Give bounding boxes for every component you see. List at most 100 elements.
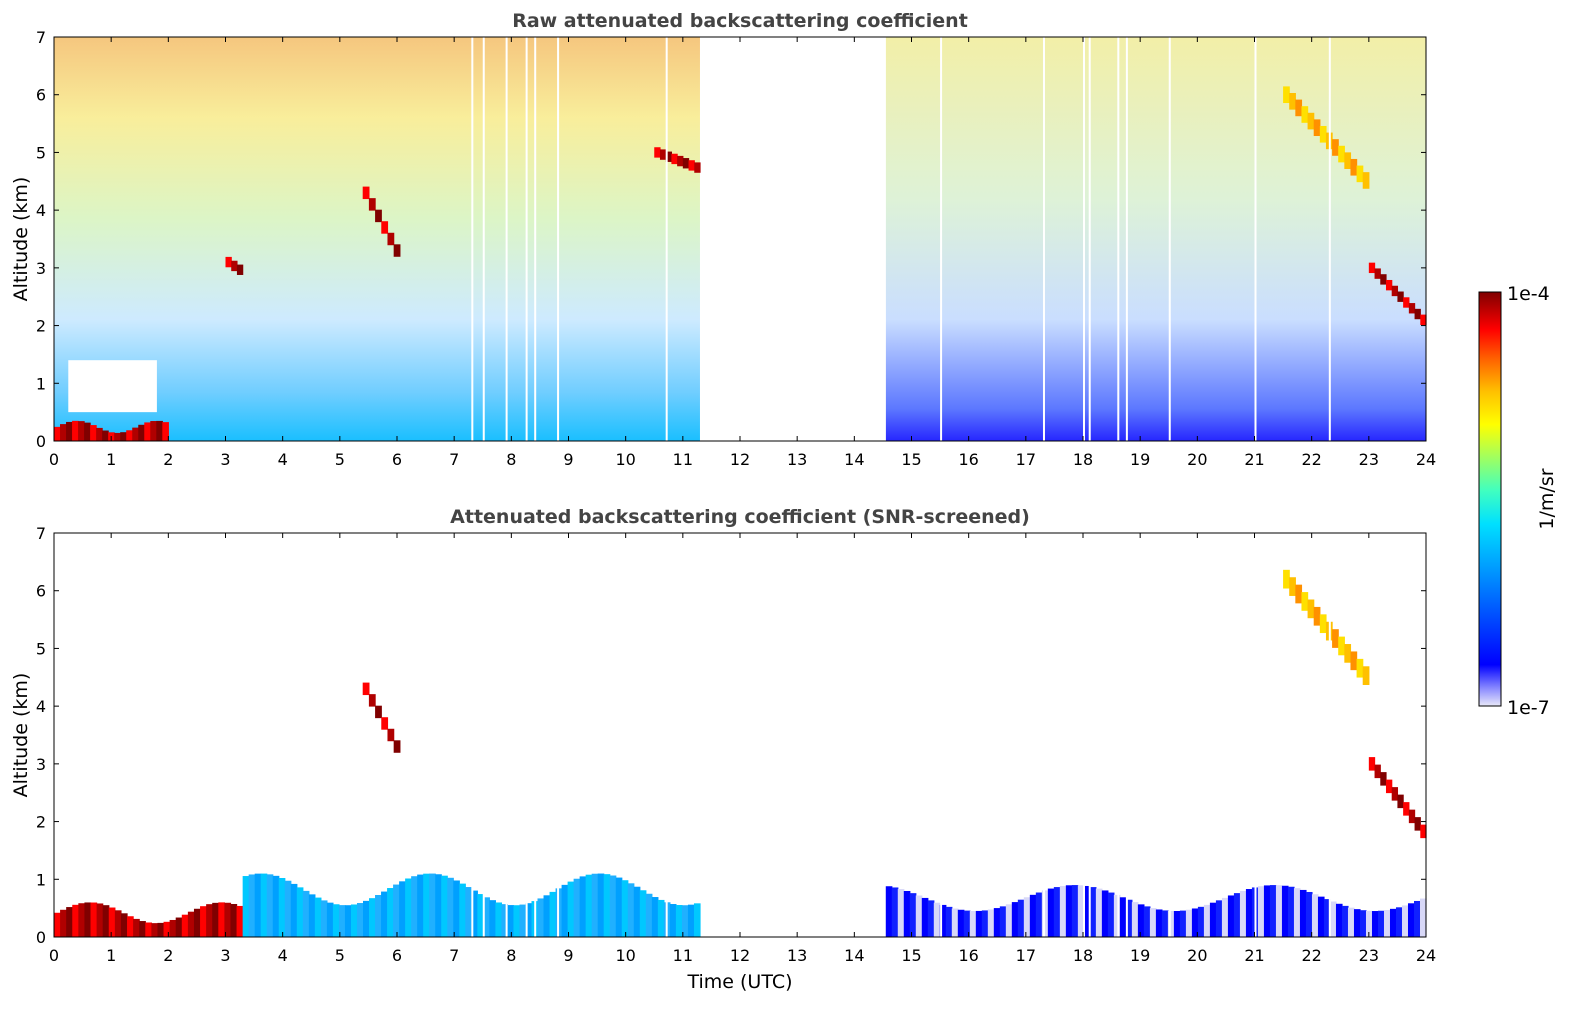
- feature-cell: [163, 921, 171, 937]
- feature-cell: [1338, 145, 1345, 163]
- y-tick-label: 2: [36, 813, 46, 832]
- feature-cell: [477, 894, 484, 937]
- feature-cell: [1335, 903, 1343, 937]
- missing-profile-stripe: [471, 533, 474, 937]
- feature-cell: [657, 899, 665, 937]
- feature-cell: [102, 905, 110, 937]
- feature-cell: [296, 887, 304, 937]
- x-tick-label: 1: [106, 450, 116, 469]
- feature-cell: [411, 876, 418, 937]
- feature-cell: [963, 910, 971, 937]
- missing-profile-stripe: [1088, 37, 1091, 441]
- x-tick-label: 8: [506, 450, 516, 469]
- feature-cell: [369, 898, 376, 937]
- feature-cell: [1311, 894, 1319, 937]
- feature-cell: [1344, 644, 1352, 663]
- feature-cell: [597, 873, 605, 937]
- feature-cell: [1419, 898, 1427, 937]
- missing-profile-stripe: [1168, 37, 1171, 441]
- feature-cell: [519, 904, 527, 937]
- feature-cell: [1385, 779, 1393, 794]
- feature-cell: [1313, 119, 1321, 137]
- feature-cell: [206, 904, 213, 937]
- y-tick-label: 3: [36, 259, 46, 278]
- feature-cell: [1362, 666, 1370, 685]
- x-tick-label: 7: [449, 450, 459, 469]
- x-tick-label: 24: [1416, 450, 1436, 469]
- feature-cell: [688, 160, 695, 171]
- feature-cell: [1083, 885, 1091, 937]
- feature-cell: [1368, 262, 1376, 274]
- feature-cell: [903, 890, 911, 937]
- feature-cell: [375, 895, 382, 937]
- feature-cell: [375, 705, 382, 719]
- missing-profile-stripe: [1088, 533, 1091, 937]
- feature-cell: [621, 880, 629, 937]
- feature-5: [1283, 569, 1370, 685]
- feature-cell: [435, 874, 442, 937]
- feature-cell: [694, 162, 701, 173]
- feature-cell: [1359, 910, 1367, 937]
- feature-cell: [1029, 894, 1037, 937]
- feature-cell: [1356, 658, 1364, 678]
- feature-cell: [1047, 888, 1055, 937]
- feature-cell: [1374, 268, 1381, 279]
- feature-cell: [1401, 905, 1409, 937]
- feature-cell: [320, 900, 328, 937]
- y-tick-label: 7: [36, 28, 46, 47]
- feature-cell: [693, 903, 701, 937]
- feature-cell: [1017, 899, 1025, 937]
- feature-cell: [1173, 910, 1181, 937]
- feature-cell: [302, 890, 310, 937]
- x-tick-label: 2: [163, 450, 173, 469]
- feature-cell: [1041, 890, 1049, 937]
- feature-cell: [381, 717, 389, 730]
- feature-cell: [1113, 894, 1121, 937]
- missing-profile-stripe: [1254, 37, 1257, 441]
- feature-cell: [489, 900, 496, 937]
- feature-cell: [1374, 764, 1381, 779]
- missing-profile-stripe: [1083, 533, 1085, 937]
- feature-cell: [54, 426, 61, 441]
- feature-cell: [1095, 888, 1103, 937]
- missing-profile-stripe: [525, 37, 528, 441]
- feature-cell: [60, 909, 67, 937]
- feature-cell: [1185, 909, 1193, 937]
- missing-profile-stripe: [1042, 37, 1045, 441]
- feature-cell: [1137, 904, 1145, 937]
- y-tick-label: 6: [36, 582, 46, 601]
- x-tick-label: 20: [1187, 946, 1207, 965]
- x-tick-label: 0: [49, 946, 59, 965]
- feature-cell: [1414, 817, 1421, 831]
- missing-profile-stripe: [1083, 37, 1085, 441]
- raw-panel: Raw attenuated backscattering coefficien…: [10, 10, 1436, 469]
- feature-cell: [60, 424, 67, 441]
- feature-cell: [513, 905, 521, 937]
- y-tick-label: 1: [36, 870, 46, 889]
- x-tick-label: 3: [220, 946, 230, 965]
- feature-cell: [537, 898, 545, 937]
- feature-cell: [224, 902, 232, 937]
- feature-cell: [429, 873, 436, 937]
- feature-cell: [72, 904, 79, 937]
- y-tick-label: 0: [36, 928, 46, 947]
- feature-cell: [66, 907, 73, 937]
- feature-cell: [681, 905, 689, 937]
- feature-cell: [987, 909, 995, 937]
- feature-cell: [225, 256, 232, 268]
- feature-cell: [665, 151, 672, 162]
- feature-cell: [114, 910, 122, 937]
- x-tick-label: 12: [730, 946, 750, 965]
- feature-cell: [1203, 904, 1211, 937]
- colorbar-gradient: [1478, 291, 1502, 707]
- feature-cell: [915, 895, 923, 937]
- y-tick-label: 4: [36, 201, 46, 220]
- feature-cell: [1305, 891, 1313, 937]
- feature-cell: [1283, 569, 1290, 589]
- raw-background-right: [885, 37, 1426, 441]
- colorbar: 1e-4 1e-7 1/m/sr: [1478, 283, 1558, 719]
- feature-cell: [1397, 291, 1404, 302]
- feature-cell: [314, 897, 322, 937]
- feature-cell: [236, 905, 244, 937]
- feature-cell: [1307, 599, 1315, 619]
